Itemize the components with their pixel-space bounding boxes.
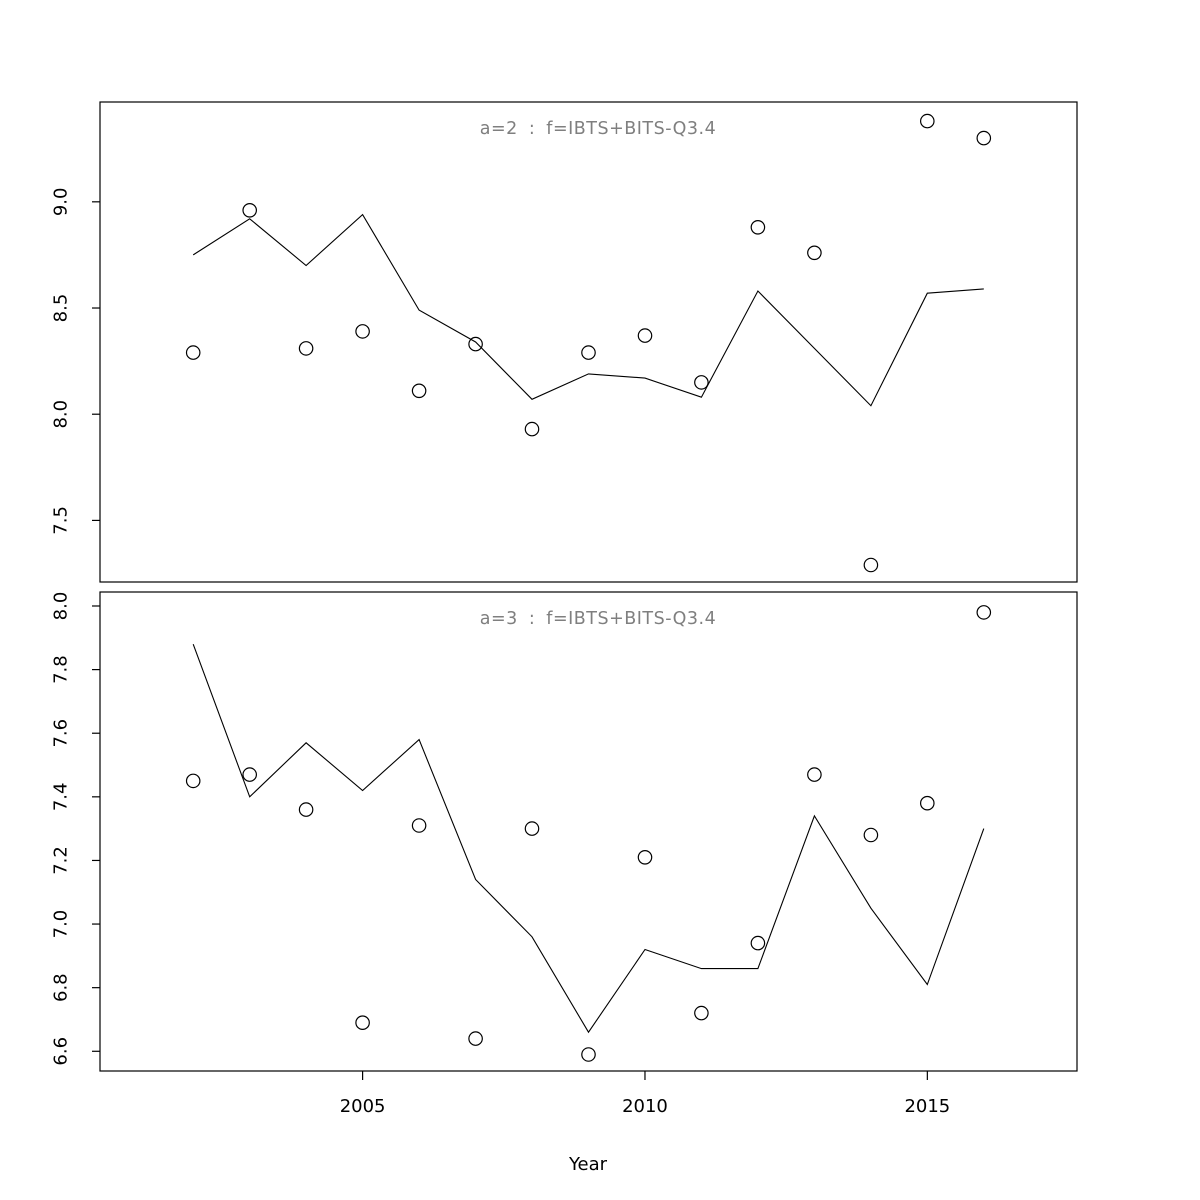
x-tick-label: 2005 [340,1096,386,1117]
observed-point [694,375,709,390]
observed-point [185,773,201,789]
y-tick-label: 8.5 [50,294,71,323]
x-axis-label: Year [568,1154,608,1175]
y-tick-label: 6.6 [50,1037,71,1066]
panel-a3-title: a=3 : f=IBTS+BITS-Q3.4 [480,609,717,629]
observed-point [524,821,540,836]
y-tick-label: 6.8 [50,973,71,1002]
panel-box [99,101,1078,583]
observed-point [637,849,653,865]
observed-point [242,203,257,218]
y-tick-label: 9.0 [50,188,71,217]
fitted-line-series [192,644,985,1034]
y-tick-label: 7.5 [50,506,71,535]
y-tick-label: 7.4 [50,783,71,812]
x-tick-label: 2015 [904,1096,950,1117]
observed-point [637,328,653,343]
observed-point [976,605,992,620]
observed-point [185,345,201,360]
y-tick-label: 7.6 [50,719,71,748]
observed-point [298,341,314,356]
observed-point [863,557,879,573]
observed-point [298,802,314,817]
y-tick-label: 8.0 [50,592,71,621]
fitted-line-series [192,213,984,407]
observed-point [750,935,766,951]
observed-point [919,113,935,129]
observed-point [468,1031,483,1046]
observed-point [863,827,879,843]
observed-point [807,767,822,782]
observed-point [750,220,766,235]
observed-point [355,1015,370,1030]
observed-point [524,421,540,437]
observed-point [411,818,427,833]
observed-point [919,795,935,811]
y-tick-label: 7.2 [50,846,71,875]
observed-point [581,345,596,360]
y-tick-label: 8.0 [50,400,71,429]
panel-a3: 6.6 6.8 7.0 7.2 7.4 7.6 7.8 8.0 [50,591,1078,1072]
y-tick-label: 7.0 [50,910,71,939]
x-axis: 2005 2010 2015 [340,1071,950,1117]
observed-point [355,324,370,339]
y-tick-label: 7.8 [50,655,71,684]
observed-point [581,1047,596,1062]
observed-point [976,130,992,146]
observed-point [468,336,483,352]
panel-a2: 7.5 8.0 8.5 9.0 [50,101,1078,583]
observed-point [411,383,427,399]
observed-point [807,245,822,261]
panel-a2-title: a=2 : f=IBTS+BITS-Q3.4 [480,119,717,139]
x-tick-label: 2010 [622,1096,668,1117]
observed-point [242,767,257,782]
observed-point [694,1005,709,1021]
panel-box [99,591,1078,1072]
